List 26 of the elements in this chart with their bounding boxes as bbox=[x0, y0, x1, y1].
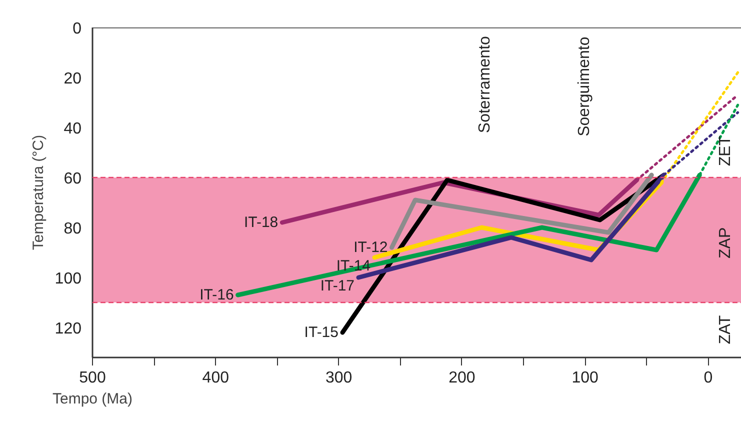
y-axis-title: Temperatura (°C) bbox=[30, 134, 47, 250]
annotation: ZAT bbox=[716, 315, 734, 344]
series-label: IT-18 bbox=[244, 214, 278, 231]
x-axis-title: Tempo (Ma) bbox=[52, 390, 133, 408]
annotation: ZET bbox=[716, 136, 734, 166]
y-tick-label: 60 bbox=[64, 170, 82, 188]
y-tick-label: 100 bbox=[54, 270, 82, 288]
annotation: ZAP bbox=[716, 227, 734, 258]
y-tick-label: 0 bbox=[72, 20, 82, 38]
y-tick-label: 20 bbox=[64, 70, 82, 88]
y-tick-label: 120 bbox=[54, 320, 82, 338]
y-tick-label: 80 bbox=[64, 220, 82, 238]
x-tick-label: 200 bbox=[448, 370, 476, 386]
x-tick-label: 100 bbox=[572, 370, 599, 386]
annotation: Soerguimento bbox=[576, 36, 593, 136]
y-tick-label: 40 bbox=[64, 120, 82, 138]
series-label: IT-16 bbox=[200, 286, 234, 304]
x-tick-label: 400 bbox=[202, 370, 230, 386]
x-tick-label: 0 bbox=[704, 370, 713, 386]
annotation: Soterramento bbox=[476, 36, 494, 134]
x-tick-label: 300 bbox=[325, 370, 352, 386]
series-label: IT-15 bbox=[304, 324, 338, 341]
line-series bbox=[390, 172, 654, 250]
series-label: IT-12 bbox=[354, 239, 388, 256]
series-label: IT-17 bbox=[320, 278, 355, 294]
x-tick-label: 500 bbox=[79, 370, 106, 386]
